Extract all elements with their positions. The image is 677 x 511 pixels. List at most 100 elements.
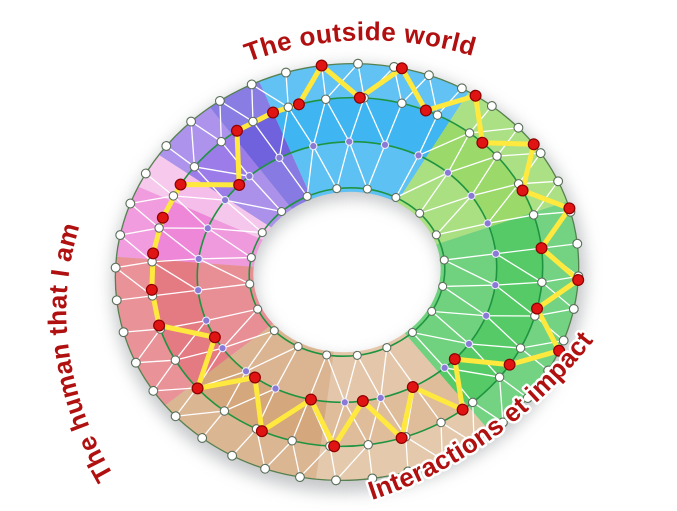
outer-node[interactable] [140,168,151,179]
ring3-node[interactable] [440,363,449,372]
ring3-node[interactable] [309,141,318,151]
ring3-node[interactable] [340,398,349,407]
ring3-node[interactable] [491,249,501,258]
ring2-node[interactable] [537,277,547,287]
outer-node[interactable] [110,262,121,273]
ring3-node[interactable] [482,311,491,320]
outer-node[interactable] [294,472,305,483]
highlight-node[interactable] [304,393,317,406]
ring3-node[interactable] [241,367,251,376]
ring2-node[interactable] [464,128,475,138]
inner-node[interactable] [352,350,362,360]
inner-node[interactable] [293,341,303,352]
ring2-node[interactable] [432,110,443,120]
highlight-node[interactable] [230,124,243,137]
outer-node[interactable] [469,438,480,449]
inner-node[interactable] [257,228,267,238]
highlight-node[interactable] [208,331,221,344]
highlight-node[interactable] [248,371,261,384]
outer-node[interactable] [568,303,579,314]
ring3-node[interactable] [202,316,211,325]
outer-node[interactable] [513,122,524,133]
outer-node[interactable] [423,70,434,81]
highlight-node[interactable] [456,403,469,416]
highlight-node[interactable] [419,104,432,117]
highlight-node[interactable] [147,247,160,260]
ring2-node[interactable] [397,98,407,109]
outer-node[interactable] [246,79,257,90]
highlight-node[interactable] [531,302,544,315]
ring3-node[interactable] [271,384,280,393]
outer-node[interactable] [125,198,136,209]
outer-node[interactable] [522,393,533,403]
outer-node[interactable] [148,385,159,396]
highlight-node[interactable] [255,425,268,438]
outer-node[interactable] [486,101,497,111]
highlight-node[interactable] [572,273,585,286]
outer-node[interactable] [161,141,172,151]
highlight-node[interactable] [395,431,408,444]
ring2-node[interactable] [287,435,297,446]
outer-node[interactable] [437,454,448,465]
inner-node[interactable] [269,326,279,336]
inner-node[interactable] [253,304,263,314]
outer-node[interactable] [403,466,414,477]
inner-node[interactable] [391,192,401,203]
outer-node[interactable] [456,83,467,94]
ring3-node[interactable] [376,393,385,403]
highlight-node[interactable] [315,59,328,72]
inner-node[interactable] [302,191,312,201]
ring3-node[interactable] [467,191,476,201]
outer-node[interactable] [572,238,583,249]
outer-node[interactable] [535,148,546,159]
inner-node[interactable] [438,281,448,291]
outer-node[interactable] [170,411,181,422]
ring3-node[interactable] [275,153,284,162]
ring2-node[interactable] [248,116,258,127]
ring2-node[interactable] [219,406,230,416]
inner-node[interactable] [332,184,342,194]
inner-node[interactable] [427,306,437,316]
outer-node[interactable] [111,295,122,306]
ring3-node[interactable] [220,195,230,205]
highlight-node[interactable] [156,211,169,224]
outer-node[interactable] [130,357,141,368]
outer-node[interactable] [186,116,197,127]
ring2-node[interactable] [363,439,373,450]
outer-node[interactable] [118,327,129,338]
ring3-node[interactable] [380,140,390,149]
inner-node[interactable] [407,327,418,338]
inner-node[interactable] [245,279,255,289]
highlight-node[interactable] [174,178,187,191]
highlight-node[interactable] [328,440,341,453]
outer-node[interactable] [227,450,238,461]
ring2-node[interactable] [283,102,294,112]
ring2-node[interactable] [189,162,200,172]
ring3-node[interactable] [194,254,203,264]
outer-node[interactable] [115,230,126,241]
ring2-node[interactable] [154,223,164,233]
ring2-node[interactable] [321,94,331,105]
outer-node[interactable] [553,176,564,187]
inner-node[interactable] [276,206,287,217]
ring3-node[interactable] [203,224,212,233]
highlight-node[interactable] [553,344,566,357]
highlight-node[interactable] [563,202,576,215]
highlight-node[interactable] [356,395,369,408]
highlight-node[interactable] [516,184,529,197]
outer-node[interactable] [558,335,569,346]
outer-node[interactable] [353,58,363,69]
inner-node[interactable] [322,350,332,360]
ring3-node[interactable] [443,168,453,177]
inner-node[interactable] [415,208,425,218]
ring3-node[interactable] [245,172,254,181]
highlight-node[interactable] [191,382,204,395]
highlight-node[interactable] [153,319,166,332]
highlight-node[interactable] [527,138,540,151]
ring2-node[interactable] [216,136,227,147]
highlight-node[interactable] [395,62,408,75]
ring2-node[interactable] [528,210,539,220]
outer-node[interactable] [260,463,271,474]
ring2-node[interactable] [168,191,179,201]
ring3-node[interactable] [464,339,474,349]
